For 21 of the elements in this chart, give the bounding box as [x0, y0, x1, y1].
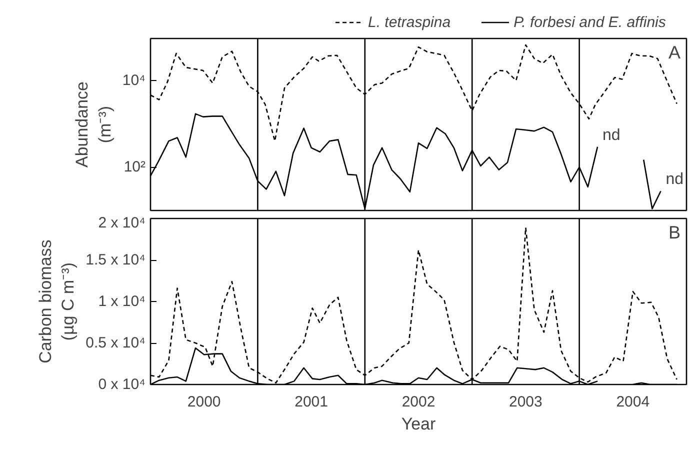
x-tick-label: 2000	[187, 394, 221, 410]
y-tick-label: 2 x 10⁴	[98, 214, 146, 232]
y-tick-label: 0 x 10⁴	[98, 376, 146, 393]
y-tick-label: 1.5 x 10⁴	[86, 252, 146, 268]
annotation: nd	[602, 126, 620, 144]
y-axis-title: Carbon biomass (µg C m⁻³)	[36, 240, 78, 364]
x-tick-label: 2002	[402, 394, 436, 410]
legend-label: L. tetraspina	[368, 14, 451, 30]
x-tick-label: 2003	[509, 394, 542, 410]
y-axis-title: Abundance (m⁻³)	[72, 81, 114, 168]
annotation: A	[668, 42, 681, 62]
x-tick-label: 2001	[294, 394, 328, 410]
y-tick-label: 0.5 x 10⁴	[86, 334, 146, 352]
y-tick-label: 10⁴	[122, 72, 146, 89]
y-tick-label: 10²	[124, 158, 146, 176]
x-tick-label: 2004	[616, 394, 650, 410]
annotation: B	[668, 222, 681, 242]
annotation: nd	[666, 171, 684, 188]
y-tick-label: 1 x 10⁴	[98, 293, 146, 310]
x-axis-title: Year	[401, 414, 436, 434]
legend-label: P. forbesi and E. affinis	[514, 14, 666, 30]
